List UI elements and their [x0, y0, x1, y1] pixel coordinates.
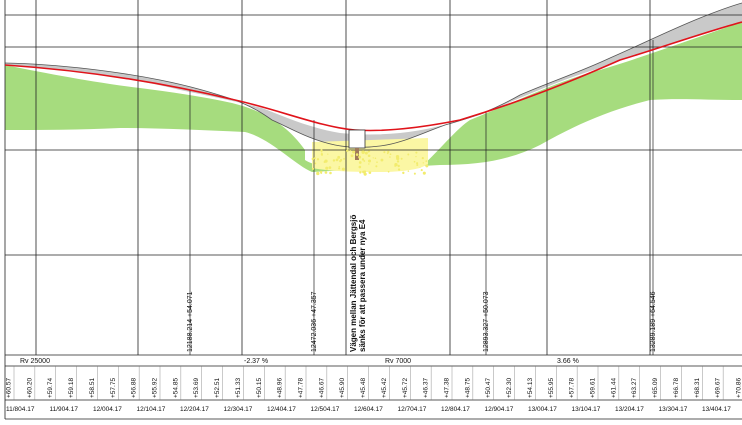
curve-point-label-1: 12188.214 +54.071: [187, 291, 194, 352]
station-label: 13/404.17: [702, 406, 731, 413]
elevation-label: +54.85: [172, 378, 179, 398]
elevation-label: +47.78: [298, 378, 305, 398]
road-note-line1: Vägen mellan Jättendal och Bergsjö: [349, 215, 358, 352]
elevation-label: +48.96: [277, 378, 284, 398]
station-label: 12/604.17: [354, 406, 383, 413]
elevation-label: +50.47: [485, 378, 492, 398]
station-label: 12/904.17: [485, 406, 514, 413]
curve-point-label-3: 12893.327 +50.073: [483, 291, 490, 352]
station-label: 13/304.17: [659, 406, 688, 413]
curve-point-label-4: 13289.189 +64.546: [650, 291, 657, 352]
elevation-label: +70.86: [736, 378, 742, 398]
elevation-label: +57.78: [569, 378, 576, 398]
station-label: 12/704.17: [398, 406, 427, 413]
station-label: 11/904.17: [50, 406, 79, 413]
elevation-label: +56.88: [131, 378, 138, 398]
station-label: 12/804.17: [441, 406, 470, 413]
station-label: 13/104.17: [572, 406, 601, 413]
road-note-line2: sänks för att passera under nya E4: [358, 219, 367, 352]
elevation-label: +61.44: [610, 378, 617, 398]
elevation-label: +59.18: [68, 378, 75, 398]
station-label: 12/404.17: [267, 406, 296, 413]
elevation-label: +60.20: [26, 378, 33, 398]
elevation-label: +63.27: [631, 378, 638, 398]
fill-embankment: [5, 22, 742, 172]
grade-label-2: 3.66 %: [557, 358, 579, 365]
horizontal-gridlines: [5, 14, 742, 420]
elevation-ticks: [13, 366, 724, 400]
elevation-label: +47.38: [444, 378, 451, 398]
station-label: 13/004.17: [528, 406, 557, 413]
elevation-label: +66.78: [673, 378, 680, 398]
station-label: 12/104.17: [137, 406, 166, 413]
elevation-label: +45.90: [339, 378, 346, 398]
proposed-road-line: [4, 21, 742, 132]
grade-label-1: -2.37 %: [244, 358, 268, 365]
road-note: Vägen mellan Jättendal och Bergsjö sänks…: [349, 215, 367, 352]
station-label: 12/004.17: [93, 406, 122, 413]
elevation-label: +46.37: [423, 378, 430, 398]
elevation-label: +50.15: [256, 378, 263, 398]
elevation-label: +48.75: [464, 378, 471, 398]
elevation-label: +59.61: [590, 378, 597, 398]
elevation-label: +65.09: [652, 378, 659, 398]
existing-ground-line: [4, 2, 742, 148]
elevation-label: +55.92: [152, 378, 159, 398]
elevation-labels: +60.57 +60.20 +59.74 +59.18 +58.51 +57.75 +56.…: [6, 378, 742, 398]
station-label: 13/204.17: [615, 406, 644, 413]
station-label: 12/204.17: [180, 406, 209, 413]
station-label: 11/804.17: [6, 406, 35, 413]
elevation-label: +59.74: [47, 378, 54, 398]
vertical-curve-label-2: Rv 7000: [385, 358, 411, 365]
elevation-label: +69.67: [715, 378, 722, 398]
elevation-label: +68.31: [694, 378, 701, 398]
station-label: 12/304.17: [224, 406, 253, 413]
elevation-label: +55.95: [548, 378, 555, 398]
elevation-label: +60.57: [6, 378, 13, 398]
station-label: 12/504.17: [311, 406, 340, 413]
curve-point-label-2: 12472.036 +47.357: [311, 291, 318, 352]
elevation-label: +45.42: [381, 378, 388, 398]
elevation-label: +51.33: [235, 378, 242, 398]
sand-speckles: [311, 149, 429, 176]
vertical-curve-label-1: Rv 25000: [20, 358, 50, 365]
elevation-label: +52.51: [214, 378, 221, 398]
elevation-label: +45.48: [360, 378, 367, 398]
elevation-label: +58.51: [89, 378, 96, 398]
elevation-label: +52.30: [506, 378, 513, 398]
elevation-label: +53.69: [193, 378, 200, 398]
elevation-label: +45.72: [402, 378, 409, 398]
station-labels: 11/804.17 11/904.17 12/004.17 12/104.17 12/2…: [6, 406, 731, 413]
elevation-label: +57.75: [110, 378, 117, 398]
elevation-label: +54.13: [527, 378, 534, 398]
vertical-gridlines: [4, 0, 651, 419]
elevation-label: +46.67: [318, 378, 325, 398]
